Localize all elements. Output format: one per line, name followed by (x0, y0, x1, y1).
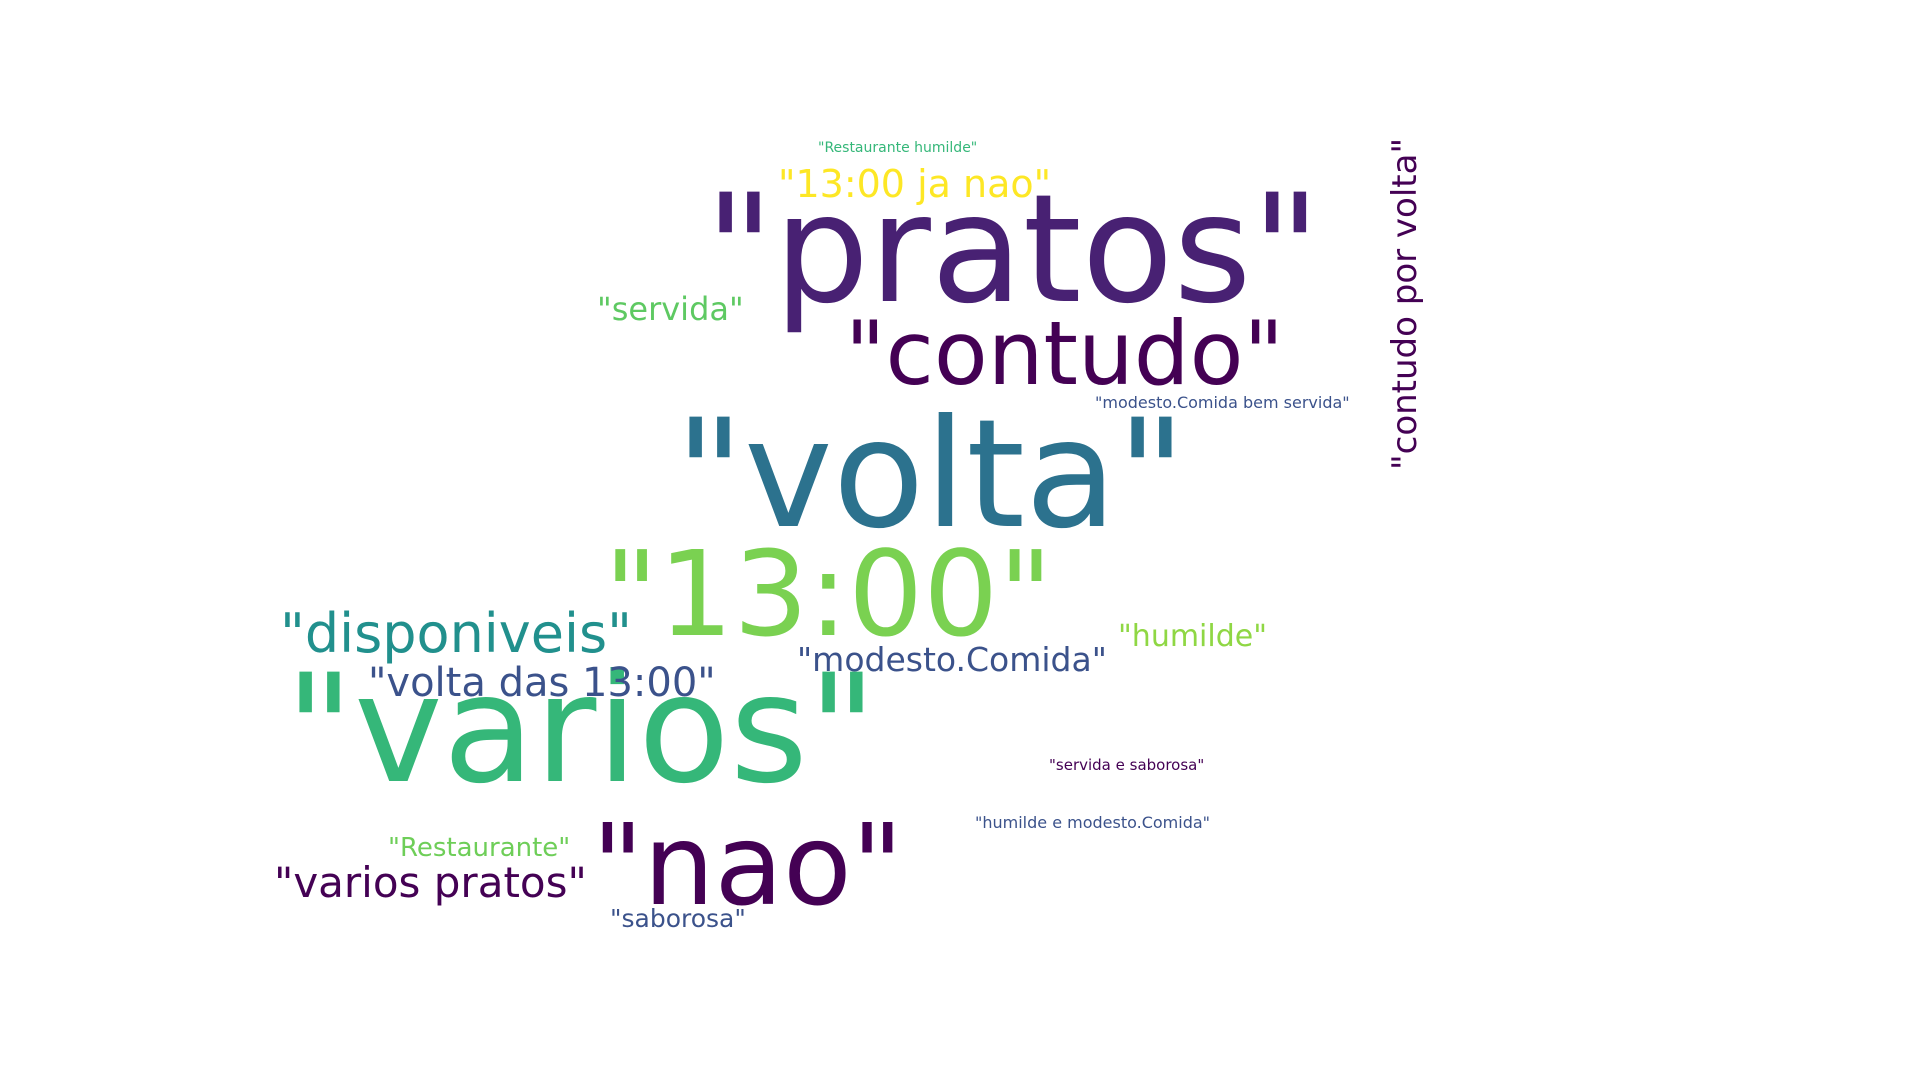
word-restaurante-humilde: "Restaurante humilde" (818, 140, 978, 156)
word-servida: "servida" (597, 290, 744, 328)
word-modesto-comida: "modesto.Comida" (797, 640, 1107, 679)
word-13-00: "13:00" (604, 525, 1053, 663)
word-13-00-ja-nao: "13:00 ja nao" (778, 162, 1052, 206)
word-contudo: "contudo" (845, 302, 1284, 405)
word-disponiveis: "disponiveis" (280, 602, 632, 665)
word-restaurante: "Restaurante" (388, 833, 571, 863)
word-nao: "nao" (592, 801, 904, 931)
word-servida-e-saborosa: "servida e saborosa" (1049, 756, 1205, 774)
word-humilde-e-modesto-comida: "humilde e modesto.Comida" (975, 813, 1211, 832)
word-varios: "varios" (285, 643, 877, 817)
word-volta: "volta" (675, 388, 1186, 562)
word-modesto-comida-bem-servida: "modesto.Comida bem servida" (1095, 393, 1350, 412)
word-varios-pratos: "varios pratos" (274, 858, 587, 907)
word-humilde: "humilde" (1118, 619, 1268, 654)
word-volta-das-13-00: "volta das 13:00" (368, 660, 716, 706)
word-saborosa: "saborosa" (610, 904, 746, 933)
word-pratos: "pratos" (705, 163, 1321, 337)
word-contudo-por-volta: "contudo por volta" (1385, 137, 1425, 470)
